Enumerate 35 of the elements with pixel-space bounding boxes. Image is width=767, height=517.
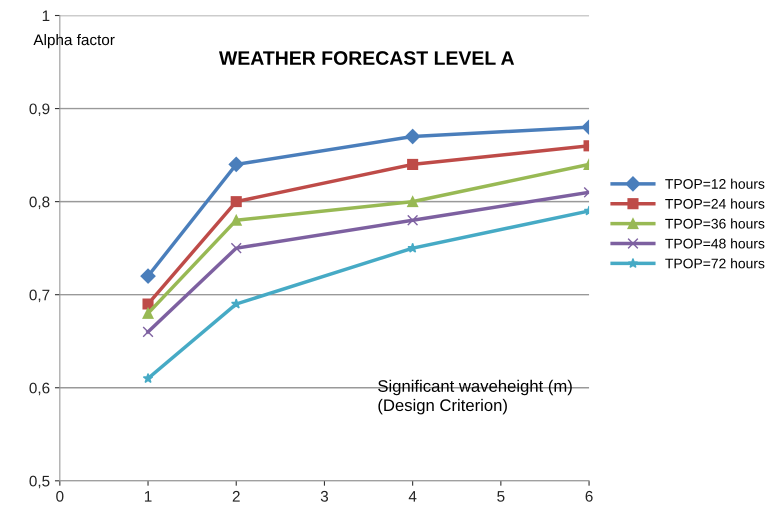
point xyxy=(142,372,154,384)
x-tick-label: 5 xyxy=(497,491,504,502)
x-tick-label: 6 xyxy=(586,490,593,502)
x-tick-label: 4 xyxy=(408,491,416,502)
point xyxy=(228,156,244,172)
point xyxy=(230,242,242,254)
x-tick-label: 2 xyxy=(232,490,240,502)
x-axis-title: Significant waveheight (m) (Design Criterion) xyxy=(378,380,572,414)
x-tick-label: 3 xyxy=(320,490,328,502)
y-tick-label: 0,7 xyxy=(29,290,50,302)
legend-label: TPOP=36 hours xyxy=(665,218,764,229)
y-tick-label: 0,6 xyxy=(29,382,50,396)
y-tick-label: 0,9 xyxy=(29,103,50,116)
y-tick-label: 1 xyxy=(42,10,50,22)
point xyxy=(407,196,418,208)
legend-label: TPOP=48 hours xyxy=(665,238,764,249)
point xyxy=(407,158,418,170)
point xyxy=(142,298,154,310)
legend-label: TPOP=72 hours xyxy=(665,258,764,268)
y-tick-label: 0,5 xyxy=(29,476,50,488)
x-tick-label: 0 xyxy=(56,490,64,502)
point xyxy=(405,128,420,144)
point xyxy=(230,214,242,226)
point xyxy=(142,326,154,338)
y-tick-label: 0,8 xyxy=(29,196,50,210)
point xyxy=(407,242,418,253)
x-tick-label: 1 xyxy=(144,491,152,502)
legend-label: TPOP=24 hours xyxy=(665,198,764,209)
legend-label: TPOP=12 hours xyxy=(665,178,764,189)
point xyxy=(142,308,154,319)
text: WEATHER FORECAST LEVEL A xyxy=(218,51,514,65)
point xyxy=(407,214,418,226)
y-axis-title: Alpha factor xyxy=(33,34,115,48)
point xyxy=(230,196,242,208)
point xyxy=(140,268,156,284)
